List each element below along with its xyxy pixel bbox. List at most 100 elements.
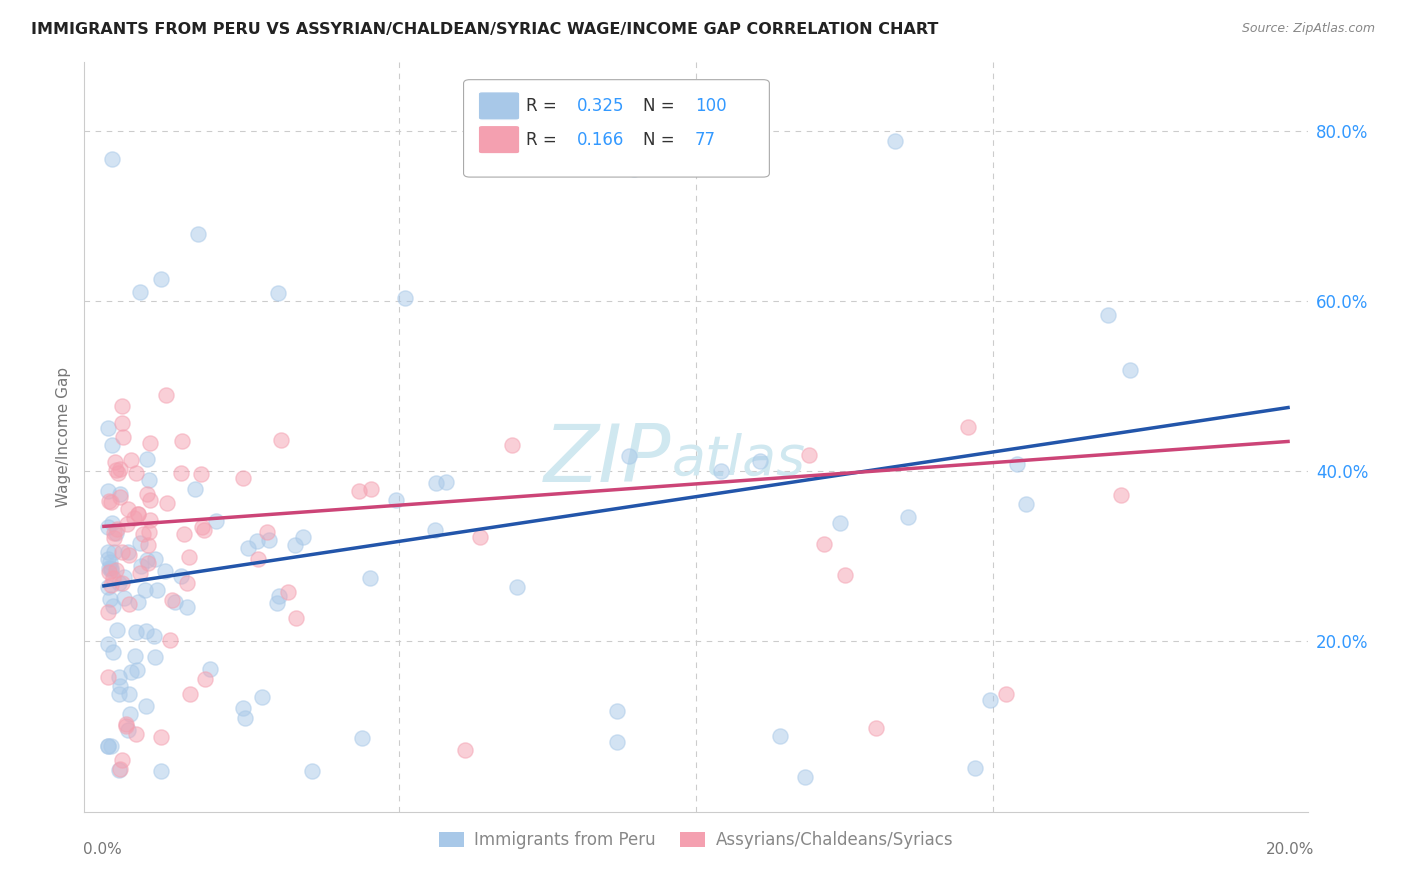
Point [97,552,120,566]
Point [246,533,269,548]
Point [111,576,134,591]
Point [269,589,291,603]
Point [105,522,128,536]
Point [139,492,162,507]
Point [108,462,131,476]
Point [136,538,159,552]
Point [284,538,307,552]
Point [359,571,381,585]
Point [169,569,191,583]
Point [277,584,299,599]
Point [97,545,120,559]
Point [468,530,491,544]
Point [349,483,371,498]
Point [146,583,169,598]
Point [606,705,628,719]
Point [111,753,134,767]
Point [266,596,288,610]
Point [114,570,136,584]
Point [105,623,128,637]
Point [176,575,198,590]
Point [107,576,129,591]
Y-axis label: Wage/Income Gap: Wage/Income Gap [56,367,72,508]
FancyBboxPatch shape [478,126,520,153]
Point [135,699,157,714]
Text: 100: 100 [695,97,727,115]
Point [501,438,523,452]
Point [97,739,120,753]
Point [301,764,323,778]
Point [149,764,172,778]
Point [108,487,131,501]
Point [360,483,382,497]
Text: 0.325: 0.325 [578,97,624,115]
Point [247,551,270,566]
Point [98,591,121,606]
Point [125,727,148,741]
Point [98,555,121,569]
Point [127,595,149,609]
Point [124,511,146,525]
Point [749,453,772,467]
Point [138,524,160,539]
Point [108,687,131,701]
Point [103,526,125,541]
Point [179,687,201,701]
Point [111,416,134,430]
Point [118,706,141,721]
Point [956,420,979,434]
Point [162,592,184,607]
Point [252,690,274,704]
Point [120,453,142,467]
Point [103,455,125,469]
FancyBboxPatch shape [478,92,520,120]
Point [165,595,187,609]
Point [979,693,1001,707]
Point [98,561,121,575]
Point [108,764,131,778]
Point [97,669,120,683]
Point [135,452,157,467]
Point [136,553,159,567]
Point [425,476,447,491]
Point [352,731,374,745]
Text: R =: R = [526,97,562,115]
Point [107,467,129,481]
Point [104,463,127,477]
Point [97,739,120,753]
Point [139,436,162,450]
Point [97,421,120,435]
Point [768,729,790,743]
Point [118,597,141,611]
Point [101,438,124,452]
Point [176,600,198,615]
Point [103,544,125,558]
Point [173,526,195,541]
Point [184,482,207,496]
Point [100,563,122,577]
Point [107,670,129,684]
Point [125,625,148,640]
Point [149,272,172,286]
Point [834,568,856,582]
Point [153,564,176,578]
Point [233,710,256,724]
Point [159,633,181,648]
Point [135,624,157,639]
Point [97,605,120,619]
Text: ZIP: ZIP [544,420,672,499]
Point [155,388,177,402]
Point [865,721,887,735]
Point [828,516,851,531]
Point [125,664,148,678]
Point [1015,497,1038,511]
Point [170,434,193,449]
Point [193,523,215,537]
Point [794,770,817,784]
Point [236,541,259,556]
Text: atlas: atlas [672,433,806,486]
Point [136,557,159,571]
Point [115,517,138,532]
Point [115,719,138,733]
Point [97,520,120,534]
